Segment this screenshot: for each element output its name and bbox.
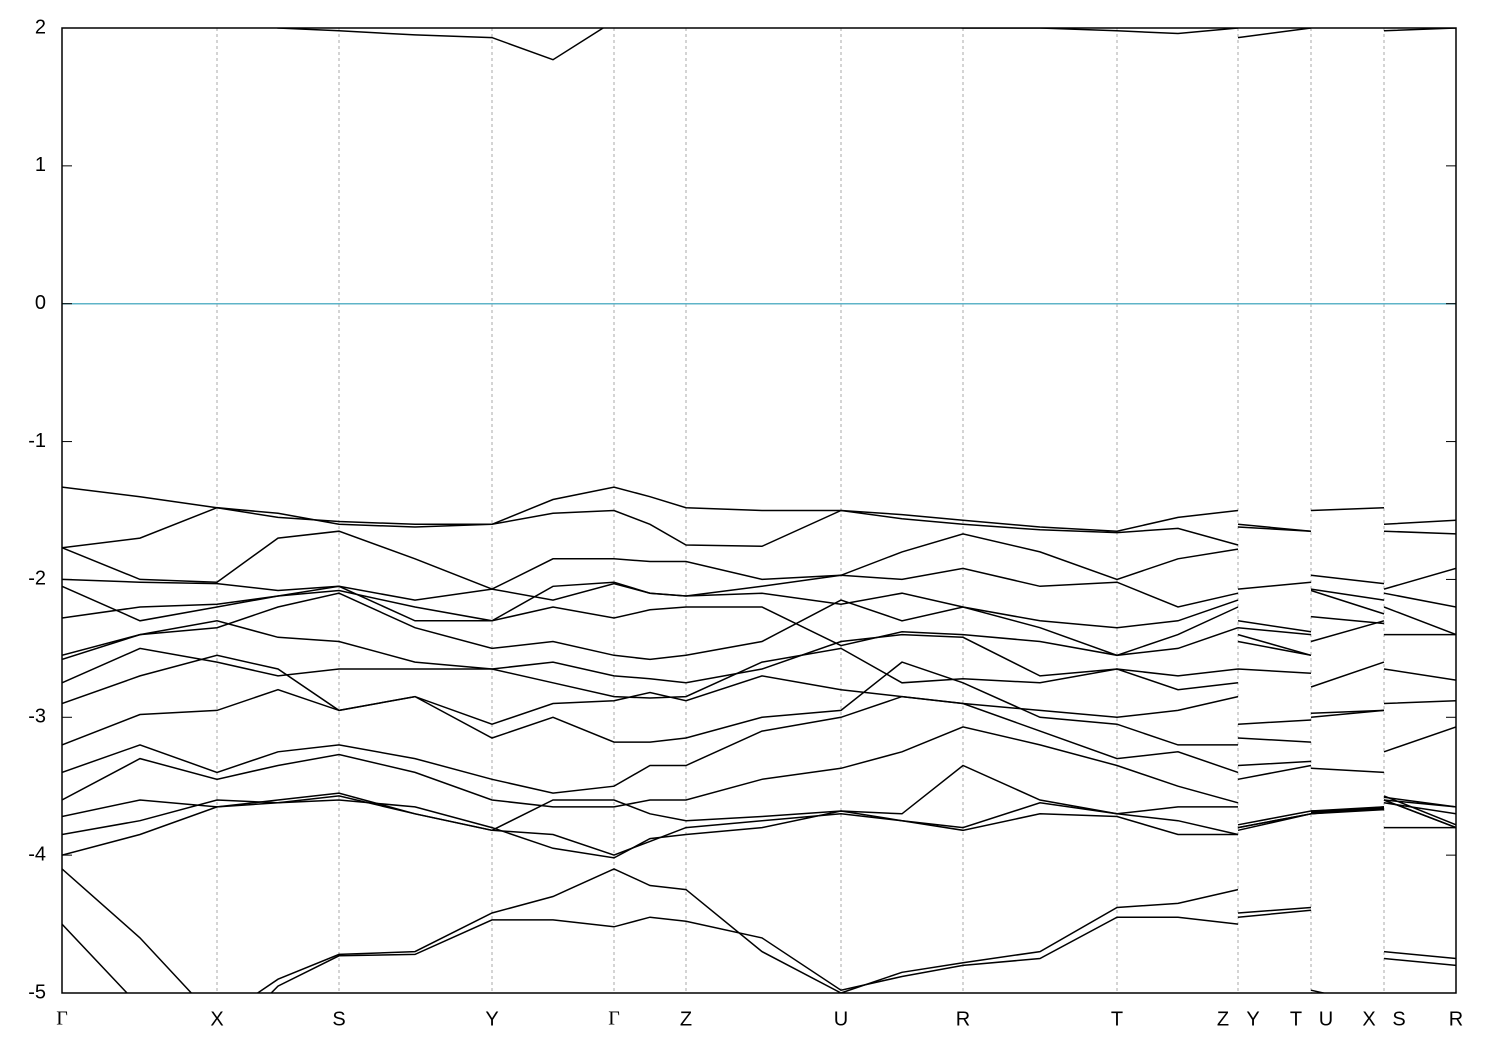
x-tick-label: S: [332, 1008, 345, 1030]
x-tick-label: R: [1449, 1008, 1463, 1030]
x-tick-label: Y: [485, 1008, 498, 1030]
band-line: [62, 585, 1456, 657]
x-tick-label: T: [1290, 1008, 1302, 1030]
band-line: [62, 661, 1456, 829]
x-tick-label: Γ: [608, 1008, 620, 1030]
band-line: [62, 795, 1456, 856]
band-line: [62, 654, 1456, 808]
plot-frame: [61, 27, 1457, 994]
y-tick-label: -1: [28, 430, 46, 452]
x-tick-label: Γ: [56, 1008, 68, 1030]
y-tick-label: -5: [28, 981, 46, 1003]
bands: [62, 28, 1456, 993]
band-line: [62, 486, 1456, 532]
band-line: [62, 620, 1456, 714]
x-tick-label: Y: [1246, 1008, 1259, 1030]
x-tick-label: X: [210, 1008, 223, 1030]
band-line: [62, 799, 1456, 859]
band-line: [62, 592, 1456, 688]
y-tick-label: -3: [28, 706, 46, 728]
band-line: [62, 868, 1456, 993]
x-tick-label: Z: [680, 1008, 692, 1030]
y-tick-label: 2: [35, 16, 46, 38]
band-line: [62, 647, 1456, 753]
x-tick-label: R: [956, 1008, 970, 1030]
band-line: [274, 28, 1456, 61]
band-line: [62, 695, 1456, 815]
x-tick-label: U: [1319, 1008, 1333, 1030]
band-line: [62, 581, 1456, 636]
band-line: [62, 764, 1456, 832]
x-tick-label: Z: [1217, 1008, 1229, 1030]
y-tick-label: -4: [28, 843, 46, 865]
y-tick-label: -2: [28, 568, 46, 590]
band-line: [62, 909, 1456, 993]
x-tick-label: X: [1362, 1008, 1375, 1030]
band-line: [62, 530, 1456, 601]
x-tick-label: U: [834, 1008, 848, 1030]
y-tick-label: 1: [35, 154, 46, 176]
x-tick-label: S: [1392, 1008, 1405, 1030]
band-line: [62, 506, 1456, 585]
x-tick-label: T: [1111, 1008, 1123, 1030]
y-tick-label: 0: [35, 292, 46, 314]
